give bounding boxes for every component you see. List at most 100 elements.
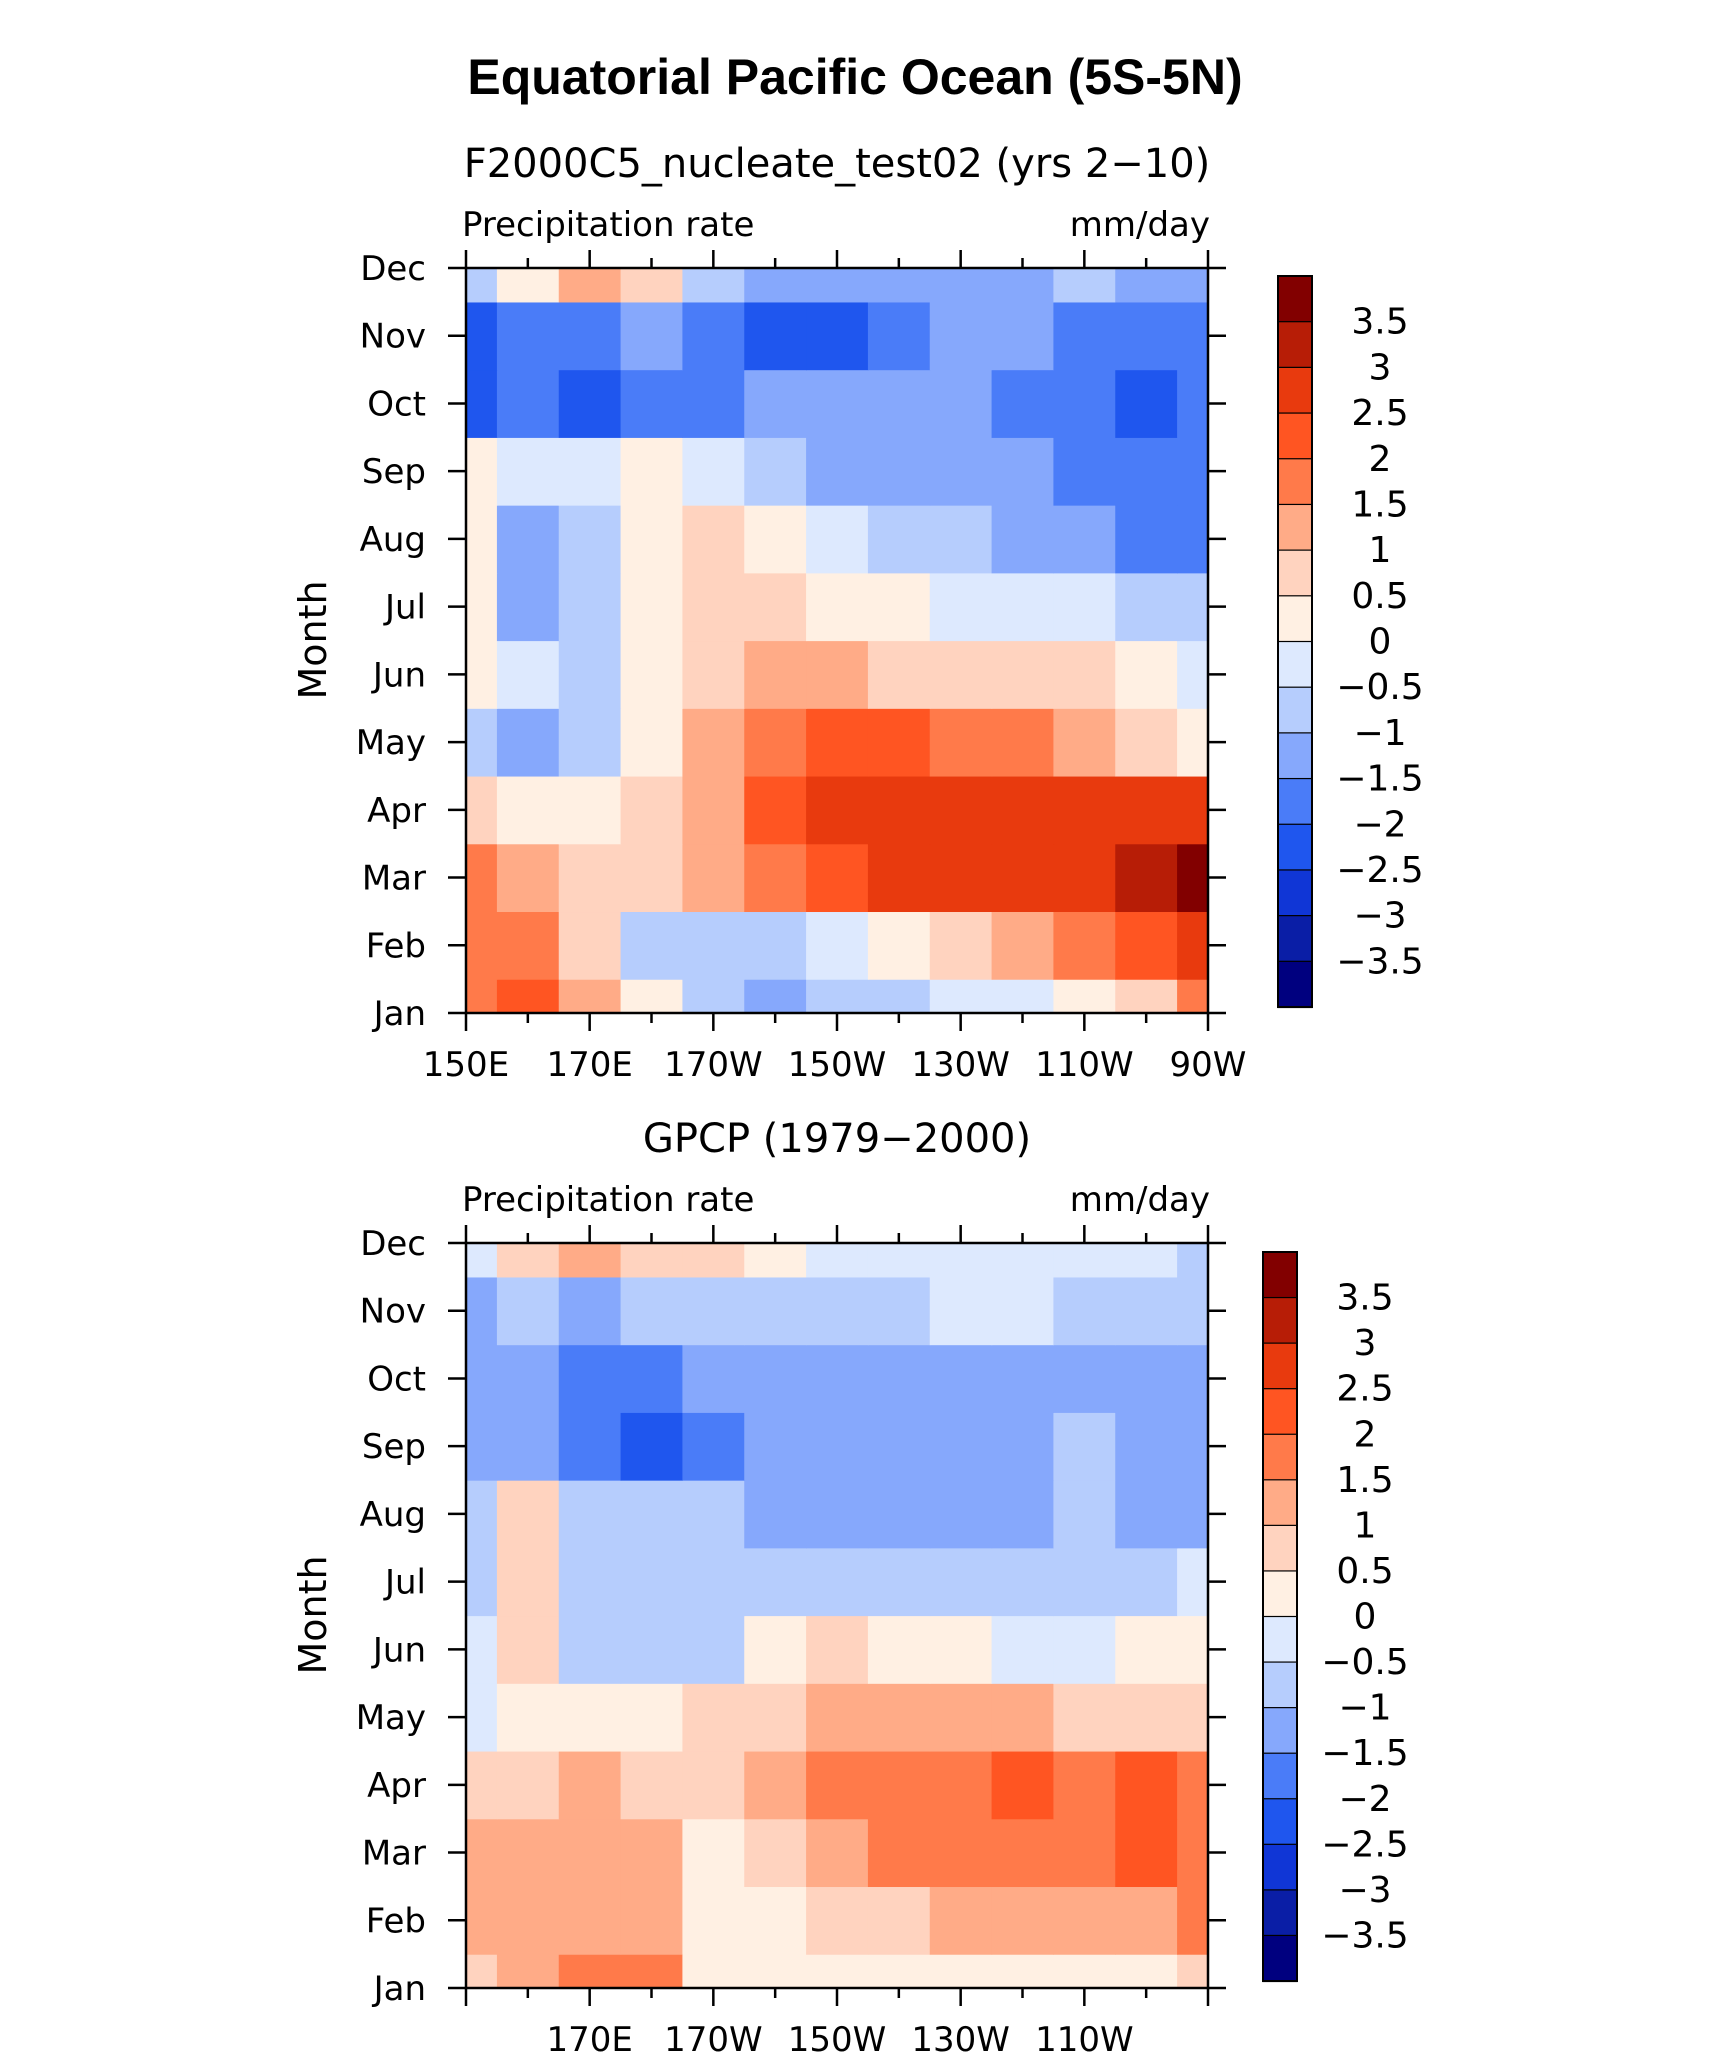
heatmap-cell bbox=[1177, 1683, 1208, 1752]
colorbar-swatch bbox=[1262, 1707, 1298, 1755]
heatmap-cell bbox=[496, 640, 560, 709]
colorbar-label: −2.5 bbox=[1321, 1824, 1408, 1865]
heatmap-cell bbox=[806, 1547, 869, 1617]
heatmap-cell bbox=[806, 775, 869, 845]
colorbar-swatch bbox=[1277, 595, 1313, 643]
colorbar-swatch bbox=[1277, 366, 1313, 415]
colorbar-bottom: 3.53 2.52 1.51 0.5 0−0.5 −1−1.5 −2−2.5 −3−3.5 bbox=[1262, 1251, 1409, 1983]
heatmap-cell bbox=[991, 1750, 1055, 1820]
heatmap-cell bbox=[682, 437, 745, 506]
heatmap-cell bbox=[744, 1954, 807, 1988]
heatmap-cell bbox=[806, 911, 869, 980]
x-tick-label: 170E bbox=[546, 2020, 632, 2060]
heatmap-cell bbox=[466, 301, 498, 371]
heatmap-cell bbox=[558, 1954, 622, 1988]
heatmap-cell bbox=[867, 1954, 931, 1988]
heatmap-cell bbox=[1115, 369, 1178, 438]
heatmap-cell bbox=[929, 775, 993, 845]
heatmap-cell bbox=[929, 1480, 993, 1549]
colorbar-swatch bbox=[1277, 412, 1313, 460]
heatmap-cell bbox=[496, 1818, 560, 1888]
colorbar-label: −2 bbox=[1353, 804, 1406, 845]
heatmap-cell bbox=[682, 1683, 745, 1752]
heatmap-cell bbox=[682, 1412, 745, 1481]
heatmap-cell bbox=[1177, 1412, 1208, 1481]
heatmap-cell bbox=[1115, 505, 1178, 574]
heatmap-cell bbox=[929, 1412, 993, 1481]
heatmap-cell bbox=[1115, 1683, 1178, 1752]
x-tick-label: 170E bbox=[546, 1045, 632, 1085]
heatmap-cell bbox=[1053, 708, 1116, 777]
heatmap-cell bbox=[496, 572, 560, 642]
heatmap-cell bbox=[1177, 979, 1208, 1013]
heatmap-cell bbox=[558, 505, 622, 574]
heatmap-cell bbox=[1177, 268, 1208, 303]
heatmap-cell bbox=[1053, 1750, 1116, 1820]
heatmap-cell bbox=[1115, 979, 1178, 1013]
heatmap-cell bbox=[466, 1412, 498, 1481]
heatmap-cell bbox=[744, 301, 807, 371]
heatmap-cell bbox=[558, 1480, 622, 1549]
colorbar-frame bbox=[1262, 1251, 1298, 1982]
heatmap-cell bbox=[496, 505, 560, 574]
heatmap-cell bbox=[1115, 1750, 1178, 1820]
colorbar-label: −3.5 bbox=[1336, 941, 1423, 982]
heatmap-cell bbox=[682, 1243, 745, 1278]
y-tick-label: Jul bbox=[383, 1563, 426, 1603]
colorbar-swatch bbox=[1277, 869, 1313, 917]
heatmap-cell bbox=[867, 979, 931, 1013]
heatmap-cell bbox=[496, 1615, 560, 1684]
heatmap-cell bbox=[1177, 1750, 1208, 1820]
heatmap-cell bbox=[744, 843, 807, 913]
heatmap-cell bbox=[1115, 911, 1178, 980]
heatmap-cell bbox=[496, 1683, 560, 1752]
heatmap-cell bbox=[496, 1954, 560, 1988]
heatmap-cell bbox=[991, 268, 1055, 303]
heatmap-cell bbox=[806, 640, 869, 709]
heatmap-cell bbox=[929, 1818, 993, 1888]
heatmap-cell bbox=[806, 979, 869, 1013]
heatmap-cell bbox=[1177, 1615, 1208, 1684]
heatmap-cell bbox=[466, 1276, 498, 1346]
heatmap-cell bbox=[466, 1480, 498, 1549]
colorbar-swatch bbox=[1262, 1433, 1298, 1481]
heatmap-cell bbox=[466, 1954, 498, 1988]
heatmap-cell bbox=[466, 369, 498, 438]
heatmap-cell bbox=[991, 911, 1055, 980]
heatmap-cell bbox=[991, 1683, 1055, 1752]
heatmap-cell bbox=[496, 437, 560, 506]
heatmap-cell bbox=[620, 911, 684, 980]
heatmap-cell bbox=[929, 708, 993, 777]
heatmap-cell bbox=[1177, 1954, 1208, 1988]
heatmap-cell bbox=[1177, 640, 1208, 709]
heatmap-cell bbox=[466, 979, 498, 1013]
y-tick-label: Aug bbox=[360, 1495, 426, 1535]
heatmap-cell bbox=[1177, 775, 1208, 845]
heatmap-cell bbox=[620, 979, 684, 1013]
heatmap-cell bbox=[867, 301, 931, 371]
panel-top-right-label: mm/day bbox=[1070, 205, 1210, 245]
heatmap-cell bbox=[991, 1344, 1055, 1413]
colorbar-label: −3 bbox=[1338, 1870, 1391, 1911]
heatmap-cell bbox=[496, 843, 560, 913]
heatmap-cell bbox=[558, 979, 622, 1013]
heatmap-cell bbox=[806, 1344, 869, 1413]
y-tick-label: Jan bbox=[372, 1969, 426, 2009]
heatmap-cell bbox=[620, 1750, 684, 1820]
colorbar-label: 2.5 bbox=[1336, 1369, 1393, 1410]
panel-bottom-right-label: mm/day bbox=[1070, 1180, 1210, 1220]
heatmap-cell bbox=[991, 1412, 1055, 1481]
heatmap-cell bbox=[744, 1344, 807, 1413]
heatmap-cell bbox=[496, 1412, 560, 1481]
heatmap-cell bbox=[991, 369, 1055, 438]
heatmap-cell bbox=[496, 1886, 560, 1955]
heatmap-cell bbox=[929, 979, 993, 1013]
panel-bottom-title: GPCP (1979−2000) bbox=[643, 1116, 1031, 1162]
heatmap-cell bbox=[682, 1818, 745, 1888]
heatmap-cell bbox=[620, 572, 684, 642]
heatmap-cell bbox=[1177, 1818, 1208, 1888]
y-tick-label: Jun bbox=[371, 1630, 426, 1670]
colorbar-label: 1.5 bbox=[1336, 1460, 1393, 1501]
x-tick-label: 150E bbox=[423, 1045, 509, 1085]
y-tick-label: Apr bbox=[367, 791, 426, 831]
